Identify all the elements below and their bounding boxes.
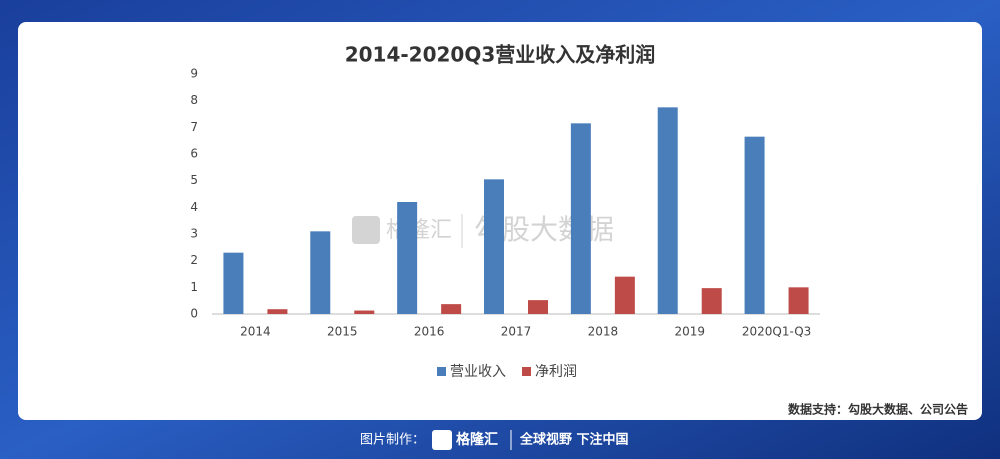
bar (788, 287, 809, 314)
legend-label: 净利润 (535, 364, 577, 380)
source: 数据支持：勾股大数据、公司公告 (788, 402, 968, 417)
x-tick-label: 2014 (240, 325, 271, 339)
footer-label: 图片制作： (360, 433, 425, 448)
x-tick-label: 2015 (327, 325, 358, 339)
legend-label: 营业收入 (450, 364, 506, 380)
y-tick-label: 9 (190, 67, 198, 81)
footer-logo (432, 430, 452, 450)
x-tick-label: 2016 (414, 325, 445, 339)
bar (528, 300, 548, 314)
legend-swatch (522, 367, 531, 376)
x-tick-label: 2018 (588, 325, 619, 339)
footer-brand: 格隆汇 (456, 431, 498, 448)
y-tick-label: 3 (190, 227, 198, 241)
footer-slogan: 全球视野 下注中国 (519, 432, 629, 448)
bar (310, 231, 331, 314)
y-tick-label: 5 (190, 173, 198, 187)
bar (397, 202, 418, 314)
x-tick-label: 2017 (501, 325, 532, 339)
x-tick-label: 2020Q1-Q3 (742, 325, 811, 339)
bar (223, 252, 244, 314)
chart-title: 2014-2020Q3营业收入及净利润 (345, 43, 656, 67)
bar (267, 309, 288, 314)
bar (701, 288, 722, 314)
bar (614, 276, 635, 314)
watermark-logo (352, 216, 380, 244)
x-tick-label: 2019 (674, 325, 705, 339)
bar (354, 310, 375, 314)
y-tick-label: 2 (190, 253, 198, 267)
y-tick-label: 0 (190, 307, 198, 321)
bar (484, 179, 504, 314)
y-tick-label: 8 (190, 93, 198, 107)
bar (570, 123, 591, 314)
y-tick-label: 4 (190, 200, 198, 214)
bar (744, 136, 765, 314)
y-tick-label: 1 (190, 280, 198, 294)
bar (657, 107, 678, 314)
watermark-brand: 格隆汇 (386, 218, 452, 243)
bar (441, 304, 462, 314)
y-tick-label: 6 (190, 147, 198, 161)
y-tick-label: 7 (190, 120, 198, 134)
legend-swatch (437, 367, 446, 376)
